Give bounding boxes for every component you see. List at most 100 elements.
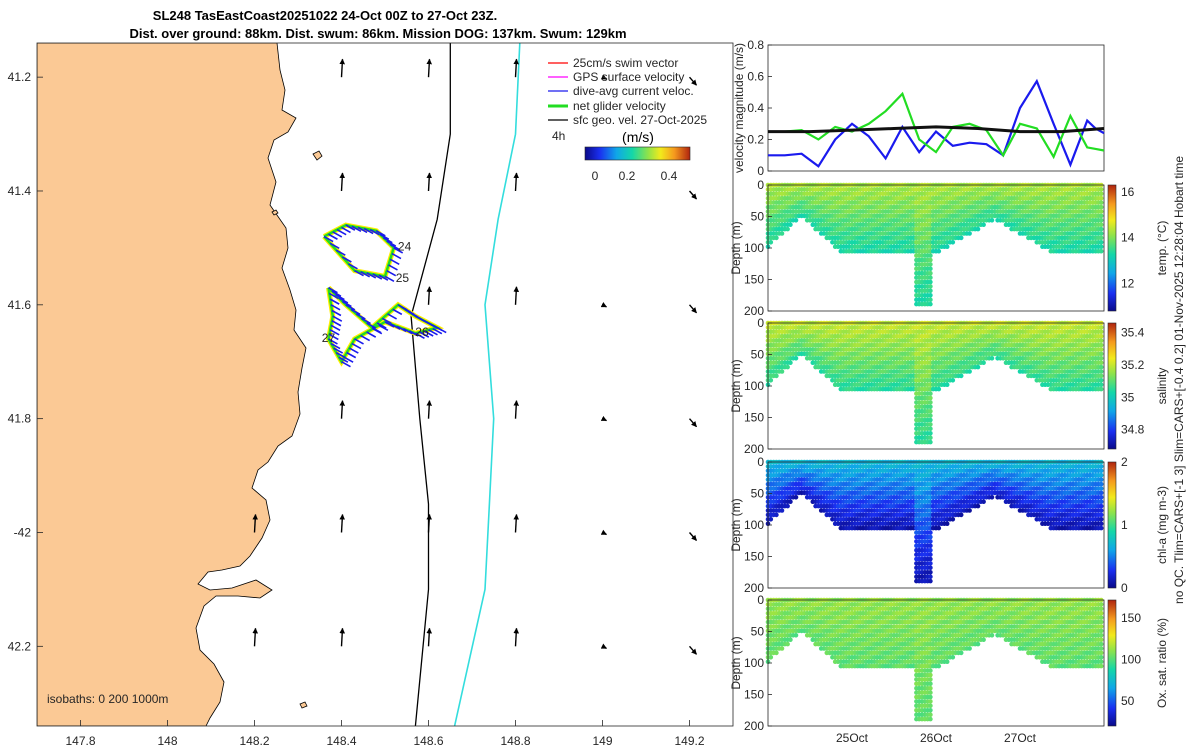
section-sample [780, 508, 785, 513]
title-line-2: Dist. over ground: 88km. Dist. swum: 86k… [129, 26, 626, 41]
geo-vector-arrow [516, 514, 517, 532]
geo-vector-arrow [516, 173, 517, 191]
section-ylabel: Depth (m) [729, 221, 743, 274]
section-sample [981, 360, 986, 365]
section-sample [990, 218, 995, 223]
dive-avg-vector [337, 230, 346, 235]
section-y-tick-label: 200 [744, 442, 764, 456]
section-sample [794, 218, 799, 223]
map-x-tick-label: 148.2 [239, 734, 269, 748]
section-sample [928, 427, 933, 432]
section-sample [976, 227, 981, 232]
section-sample [928, 530, 933, 535]
section-sample [780, 369, 785, 374]
map-x-tick-label: 148.8 [500, 734, 530, 748]
section-sample [780, 231, 785, 236]
section-sample [951, 240, 956, 245]
section-sample [937, 526, 942, 531]
velocity-y-tick-label: 0 [757, 164, 764, 178]
dive-avg-vector [328, 234, 337, 239]
geo-vector-arrow [690, 305, 697, 313]
geo-vector-arrow [516, 628, 517, 646]
tasmania-land [37, 43, 306, 726]
section-sample [928, 440, 933, 445]
map-x-tick-label: 149.2 [674, 734, 704, 748]
section-sample [981, 222, 986, 227]
geo-vector-arrow [342, 514, 343, 532]
section-sample [928, 253, 933, 258]
track-day-label: 27 [322, 331, 336, 345]
section-ylabel: Depth (m) [729, 359, 743, 412]
section-sample [1099, 240, 1104, 245]
geo-vector-arrow [255, 628, 256, 646]
section-sample [1099, 249, 1104, 254]
legend-gps-velocity: GPS surface velocity [573, 70, 684, 84]
section-sample [1099, 227, 1104, 232]
section-sample [928, 413, 933, 418]
section-sample [1099, 222, 1104, 227]
map-x-tick-label: 148.6 [413, 734, 443, 748]
section-sample [981, 499, 986, 504]
section-sample [967, 369, 972, 374]
section-sample [959, 236, 964, 241]
geo-vector-arrow [690, 532, 697, 540]
section-sample [990, 495, 995, 500]
geo-vector-arrow [342, 59, 343, 77]
section-sample [928, 297, 933, 302]
geo-vector-arrow [603, 305, 607, 307]
velocity-series [768, 81, 1104, 166]
section-sample [928, 289, 933, 294]
section-sample [1099, 187, 1104, 192]
section-sample [928, 435, 933, 440]
map-y-tick-label: 41.8 [8, 412, 32, 426]
section-sample [769, 378, 774, 383]
section-sample [928, 544, 933, 549]
section-sample [785, 504, 790, 509]
section-y-tick-label: 100 [744, 241, 764, 255]
section-colorbar-tick-label: 35 [1121, 390, 1135, 404]
section-colorbar-tick-label: 35.2 [1121, 358, 1145, 372]
section-sample [774, 374, 779, 379]
isobaths [411, 43, 520, 726]
section-sample [928, 391, 933, 396]
track-day-label: 25 [396, 271, 410, 285]
legend-markers [548, 63, 568, 120]
section-colorbar [1108, 185, 1116, 311]
map-colorbar-tick-label: 0 [592, 169, 599, 183]
section-y-tick-label: 150 [744, 273, 764, 287]
section-sample [774, 236, 779, 241]
map-y-tick-label: -42 [14, 525, 32, 539]
section-colorbar-label: salinity [1155, 368, 1169, 405]
dive-avg-vector [361, 336, 370, 341]
section-sample [1099, 343, 1104, 348]
section-sample [928, 548, 933, 553]
map-y-tick-label: 41.4 [8, 184, 32, 198]
section-sample [990, 356, 995, 361]
map-colorbar-title: (m/s) [622, 129, 654, 145]
geo-vector-arrow [429, 287, 430, 305]
map-x-tick-label: 148 [157, 734, 177, 748]
geo-vector-arrow [342, 628, 343, 646]
track-day-label: 26 [415, 325, 429, 339]
map-colorbar [585, 147, 690, 160]
section-sample [928, 557, 933, 562]
map-y-tick-label: 42.2 [8, 639, 32, 653]
section-sample [967, 508, 972, 513]
section-sample [794, 356, 799, 361]
section-sample [928, 267, 933, 272]
geo-vector-arrow [429, 59, 430, 77]
legend-sfc-geo: sfc geo. vel. 27-Oct-2025 [573, 113, 707, 127]
section-y-tick-label: 0 [757, 178, 764, 192]
isobath-1000m [455, 43, 520, 726]
section-sample [1099, 356, 1104, 361]
velocity-series-dive-avg [768, 81, 1104, 166]
section-sample [788, 222, 793, 227]
map-y-tick-label: 41.6 [8, 298, 32, 312]
map-x-tick-label: 149 [592, 734, 612, 748]
section-sample [928, 552, 933, 557]
velocity-panel: 00.20.40.60.8 velocity magnitude (m/s) [732, 38, 1104, 178]
